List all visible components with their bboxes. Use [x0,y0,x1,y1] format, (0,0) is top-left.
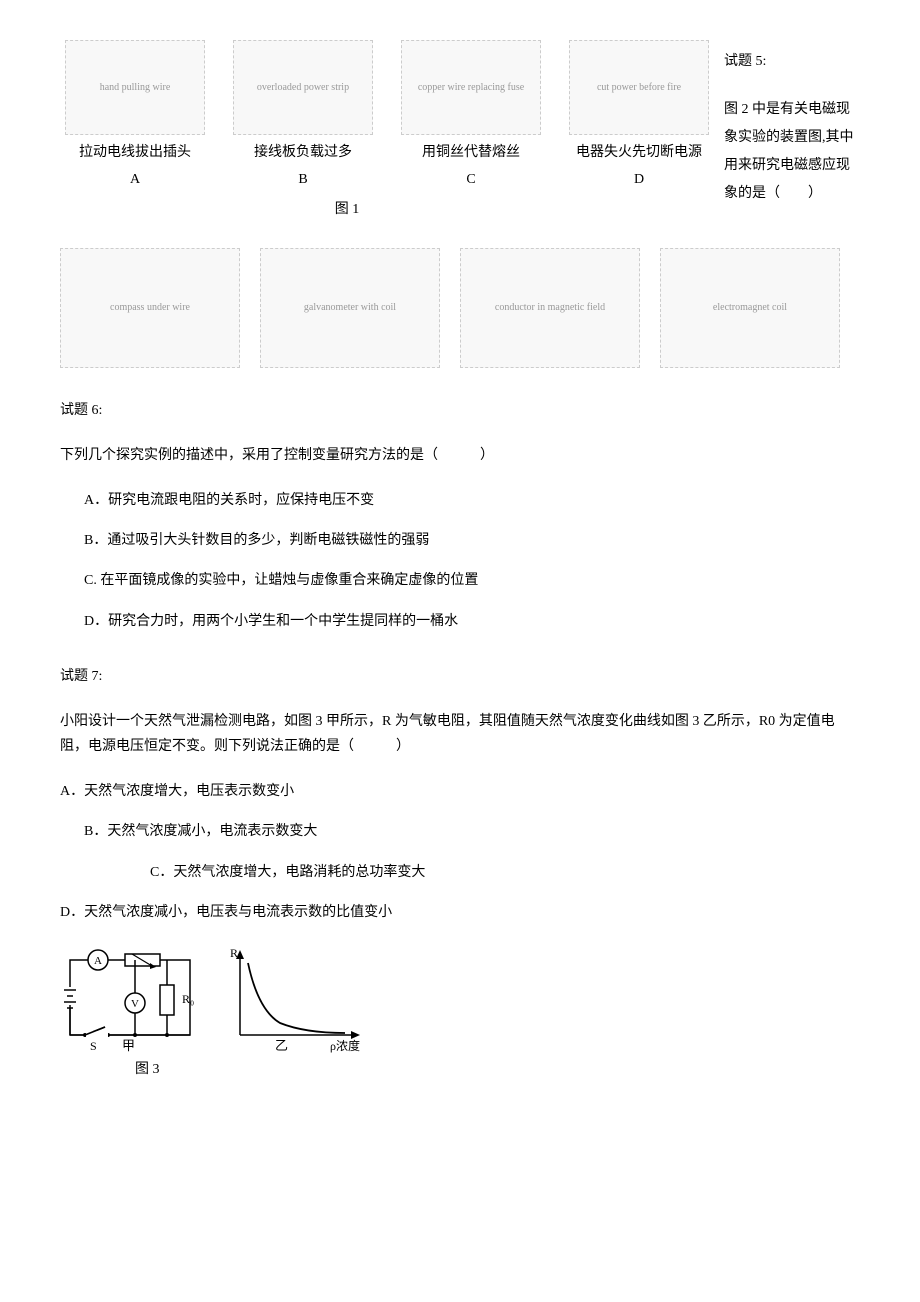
resistance-curve-icon: R ρ浓度 乙 [220,945,370,1055]
fig1-caption-c: 用铜丝代替熔丝 [422,140,520,165]
fig1-caption-a: 拉动电线拔出插头 [79,140,191,165]
x-axis-label: ρ浓度 [330,1038,360,1053]
r0-label: R₀ [182,992,194,1006]
switch-label: S [90,1039,97,1053]
figure-3-block: A V [60,945,860,1055]
question-6-label: 试题 6: [60,398,860,423]
fig2-image-c: conductor in magnetic field [460,248,640,368]
fig3-sub2: 乙 [275,1038,288,1053]
circuit-diagram-icon: A V [60,945,200,1055]
q7-option-d: D．天然气浓度减小，电压表与电流表示数的比值变小 [60,900,860,925]
fig1-letter-a: A [130,167,140,192]
q7-option-c: C．天然气浓度增大，电路消耗的总功率变大 [150,860,860,885]
question-5-block: 试题 5: 图 2 中是有关电磁现象实验的装置图,其中用来研究电磁感应现象的是（… [724,40,860,208]
fig1-item-b: overloaded power strip 接线板负载过多 B [228,40,378,192]
question-5-label: 试题 5: [724,48,860,76]
q6-option-b: B．通过吸引大头针数目的多少，判断电磁铁磁性的强弱 [84,528,860,553]
fig1-letter-b: B [298,167,307,192]
q7-option-a: A．天然气浓度增大，电压表示数变小 [60,779,860,804]
q6-option-c: C. 在平面镜成像的实验中，让蜡烛与虚像重合来确定虚像的位置 [84,568,860,593]
fig1-item-c: copper wire replacing fuse 用铜丝代替熔丝 C [396,40,546,192]
fig3-sub1: 甲 [122,1038,135,1053]
fig2-image-d: electromagnet coil [660,248,840,368]
ammeter-label: A [94,955,102,967]
figure-1-items: hand pulling wire 拉动电线拔出插头 A overloaded … [60,40,714,192]
figure-1-block: hand pulling wire 拉动电线拔出插头 A overloaded … [60,40,860,223]
figure-2-row: compass under wire galvanometer with coi… [60,248,860,368]
question-7-label: 试题 7: [60,664,860,689]
figure-3-label: 图 3 [135,1057,860,1082]
figure-3-circuit: A V [60,945,200,1055]
fig2-image-b: galvanometer with coil [260,248,440,368]
fig1-letter-d: D [634,167,644,192]
question-7-stem: 小阳设计一个天然气泄漏检测电路，如图 3 甲所示，R 为气敏电阻，其阻值随天然气… [60,709,860,759]
q7-option-b: B．天然气浓度减小，电流表示数变大 [84,819,860,844]
fig1-item-a: hand pulling wire 拉动电线拔出插头 A [60,40,210,192]
fig1-caption-d: 电器失火先切断电源 [576,140,702,165]
figure-3-graph: R ρ浓度 乙 [220,945,370,1055]
fig1-image-a: hand pulling wire [65,40,205,135]
figure-1-label: 图 1 [0,197,714,222]
figure-1-row: hand pulling wire 拉动电线拔出插头 A overloaded … [60,40,860,223]
y-axis-label: R [230,946,238,960]
voltmeter-label: V [131,998,139,1010]
fig1-item-d: cut power before fire 电器失火先切断电源 D [564,40,714,192]
q6-option-a: A．研究电流跟电阻的关系时，应保持电压不变 [84,488,860,513]
fig1-letter-c: C [466,167,475,192]
figure-1-images-wrap: hand pulling wire 拉动电线拔出插头 A overloaded … [60,40,714,223]
fig1-image-d: cut power before fire [569,40,709,135]
question-6-stem: 下列几个探究实例的描述中，采用了控制变量研究方法的是（ ） [60,443,860,468]
fig1-image-c: copper wire replacing fuse [401,40,541,135]
fig1-caption-b: 接线板负载过多 [254,140,352,165]
q6-option-d: D．研究合力时，用两个小学生和一个中学生提同样的一桶水 [84,609,860,634]
fig2-image-a: compass under wire [60,248,240,368]
fig1-image-b: overloaded power strip [233,40,373,135]
question-5-stem: 图 2 中是有关电磁现象实验的装置图,其中用来研究电磁感应现象的是（ ） [724,96,860,208]
